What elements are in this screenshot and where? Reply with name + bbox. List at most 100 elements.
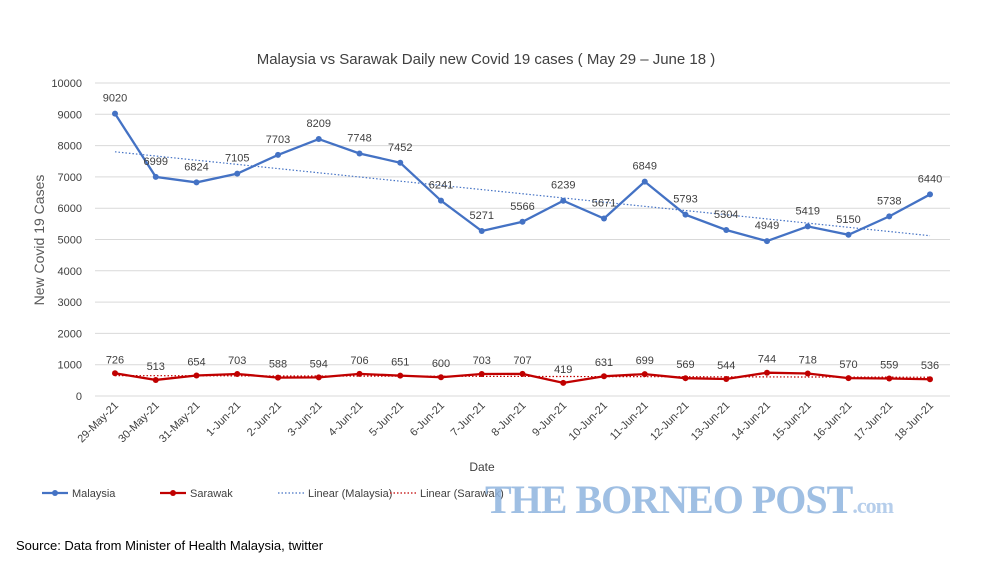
source-note: Source: Data from Minister of Health Mal… bbox=[16, 538, 324, 553]
data-label-malaysia: 7748 bbox=[347, 132, 371, 144]
y-tick-label: 0 bbox=[76, 391, 82, 403]
data-point-sarawak bbox=[193, 372, 200, 379]
data-label-malaysia: 8209 bbox=[307, 118, 331, 130]
data-label-sarawak: 559 bbox=[880, 360, 898, 372]
data-label-malaysia: 4949 bbox=[755, 220, 779, 232]
x-tick-label: 29-May-21 bbox=[75, 400, 121, 446]
chart-title: Malaysia vs Sarawak Daily new Covid 19 c… bbox=[257, 51, 716, 68]
y-tick-label: 1000 bbox=[58, 360, 82, 372]
x-tick-label: 16-Jun-21 bbox=[811, 400, 855, 444]
data-label-malaysia: 5304 bbox=[714, 209, 738, 221]
data-point-sarawak bbox=[601, 373, 607, 380]
data-point-malaysia bbox=[764, 238, 770, 245]
data-label-sarawak: 419 bbox=[554, 364, 572, 376]
data-point-sarawak bbox=[845, 375, 852, 382]
x-tick-label: 9-Jun-21 bbox=[530, 400, 569, 439]
x-tick-label: 6-Jun-21 bbox=[408, 400, 447, 439]
x-tick-label: 10-Jun-21 bbox=[567, 400, 611, 444]
data-label-sarawak: 654 bbox=[187, 357, 205, 369]
data-label-sarawak: 718 bbox=[799, 355, 817, 367]
y-tick-label: 10000 bbox=[51, 78, 82, 90]
legend-label: Sarawak bbox=[190, 488, 233, 500]
data-label-malaysia: 5793 bbox=[673, 194, 697, 206]
data-point-sarawak bbox=[886, 375, 893, 382]
data-point-sarawak bbox=[682, 375, 689, 382]
x-tick-label: 18-Jun-21 bbox=[893, 400, 937, 444]
data-point-sarawak bbox=[641, 371, 648, 378]
data-label-sarawak: 569 bbox=[676, 359, 694, 371]
y-tick-label: 9000 bbox=[58, 109, 82, 121]
x-tick-label: 13-Jun-21 bbox=[689, 400, 733, 444]
data-label-sarawak: 588 bbox=[269, 359, 287, 371]
data-point-malaysia bbox=[193, 179, 200, 186]
x-tick-label: 3-Jun-21 bbox=[286, 400, 325, 439]
data-point-malaysia bbox=[397, 159, 404, 166]
data-label-sarawak: 570 bbox=[839, 359, 857, 371]
data-point-sarawak bbox=[234, 370, 241, 377]
data-label-malaysia: 7105 bbox=[225, 153, 249, 165]
data-label-malaysia: 6849 bbox=[633, 161, 657, 173]
y-tick-label: 8000 bbox=[58, 141, 82, 153]
data-point-malaysia bbox=[438, 197, 444, 204]
data-label-sarawak: 703 bbox=[473, 355, 491, 367]
data-point-sarawak bbox=[397, 372, 404, 379]
x-tick-label: 11-Jun-21 bbox=[608, 400, 651, 443]
y-tick-label: 3000 bbox=[58, 297, 82, 309]
data-label-malaysia: 5419 bbox=[796, 205, 820, 217]
x-tick-label: 14-Jun-21 bbox=[730, 400, 774, 444]
data-point-sarawak bbox=[478, 370, 485, 377]
data-label-sarawak: 651 bbox=[391, 357, 409, 369]
y-tick-label: 2000 bbox=[58, 328, 82, 340]
data-label-malaysia: 6239 bbox=[551, 180, 575, 192]
data-point-malaysia bbox=[886, 213, 893, 220]
data-point-sarawak bbox=[356, 370, 363, 377]
legend-label: Malaysia bbox=[72, 488, 116, 500]
data-point-malaysia bbox=[560, 197, 567, 204]
legend-label: Linear (Malaysia) bbox=[308, 488, 392, 500]
data-label-sarawak: 707 bbox=[513, 355, 531, 367]
data-point-malaysia bbox=[152, 173, 159, 180]
legend-label: Linear (Sarawak) bbox=[420, 488, 504, 500]
x-axis-label: Date bbox=[469, 460, 495, 474]
data-label-sarawak: 631 bbox=[595, 357, 613, 369]
data-point-malaysia bbox=[845, 231, 852, 238]
data-point-malaysia bbox=[275, 151, 281, 158]
data-label-malaysia: 5566 bbox=[510, 201, 534, 213]
data-label-sarawak: 706 bbox=[350, 355, 368, 367]
data-label-sarawak: 699 bbox=[636, 355, 654, 367]
data-point-sarawak bbox=[804, 370, 811, 377]
data-point-sarawak bbox=[560, 379, 567, 386]
data-point-sarawak bbox=[152, 376, 159, 383]
data-point-sarawak bbox=[927, 376, 933, 383]
x-tick-label: 7-Jun-21 bbox=[449, 400, 488, 439]
x-tick-label: 17-Jun-21 bbox=[852, 400, 896, 444]
data-label-malaysia: 7703 bbox=[266, 134, 290, 146]
y-tick-label: 4000 bbox=[58, 266, 82, 278]
borneo-post-watermark: THE BORNEO POST.com bbox=[485, 477, 894, 522]
data-point-malaysia bbox=[478, 228, 485, 235]
legend-marker bbox=[52, 490, 58, 496]
data-label-sarawak: 600 bbox=[432, 358, 450, 370]
x-tick-label: 2-Jun-21 bbox=[245, 400, 284, 439]
x-tick-label: 12-Jun-21 bbox=[648, 400, 692, 444]
data-label-malaysia: 5671 bbox=[592, 197, 616, 209]
data-label-malaysia: 7452 bbox=[388, 142, 412, 154]
data-label-malaysia: 5271 bbox=[470, 210, 494, 222]
data-label-sarawak: 544 bbox=[717, 360, 735, 372]
data-label-malaysia: 5738 bbox=[877, 195, 901, 207]
data-point-malaysia bbox=[112, 110, 118, 117]
y-tick-label: 5000 bbox=[58, 235, 82, 247]
x-tick-label: 30-May-21 bbox=[116, 400, 162, 446]
data-label-sarawak: 536 bbox=[921, 360, 939, 372]
data-label-malaysia: 5150 bbox=[836, 214, 860, 226]
y-axis-label: New Covid 19 Cases bbox=[31, 175, 47, 306]
data-label-malaysia: 6999 bbox=[144, 156, 168, 168]
y-tick-label: 7000 bbox=[58, 172, 82, 184]
data-label-malaysia: 6440 bbox=[918, 173, 942, 185]
trendline-sarawak bbox=[114, 375, 931, 378]
data-point-sarawak bbox=[438, 374, 444, 381]
data-point-malaysia bbox=[519, 218, 526, 225]
data-point-sarawak bbox=[519, 370, 526, 377]
data-point-malaysia bbox=[315, 136, 322, 143]
